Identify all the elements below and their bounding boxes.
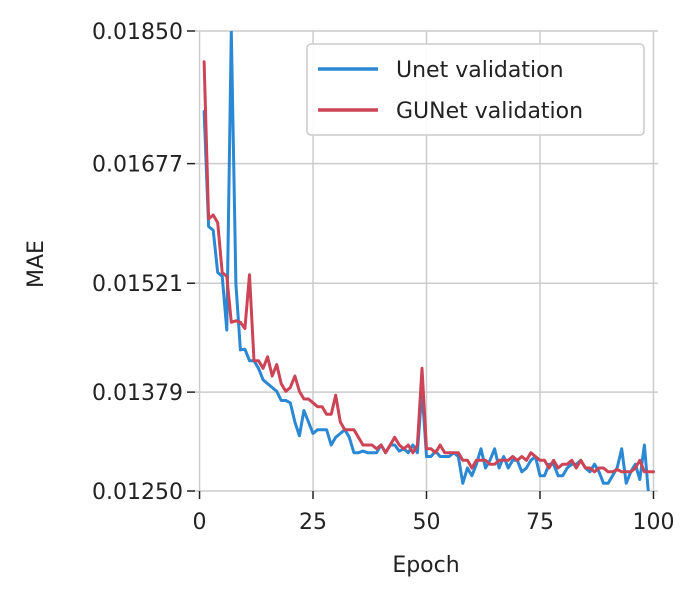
y-tick-label: 0.01850 (92, 20, 183, 45)
x-tick-label: 50 (413, 510, 441, 535)
y-tick-label: 0.01379 (92, 381, 183, 406)
legend-label-gunet: GUNet validation (396, 99, 583, 124)
y-tick-label: 0.01521 (92, 272, 183, 297)
legend: Unet validation GUNet validation (306, 43, 645, 136)
y-tick-label: 0.01250 (92, 480, 183, 505)
x-tick-label: 75 (526, 510, 554, 535)
x-axis-title: Epoch (392, 553, 459, 578)
tick-labels: 0.01250 0.01379 0.01521 0.01677 0.01850 0 25 50… (92, 20, 674, 535)
x-tick-label: 0 (193, 510, 207, 535)
legend-box (306, 43, 645, 136)
legend-label-unet: Unet validation (396, 58, 564, 83)
series-lines (202, 31, 655, 491)
x-tick-label: 25 (299, 510, 327, 535)
y-tick-label: 0.01677 (92, 153, 183, 178)
series-line-gunet (202, 60, 655, 474)
x-tick-label: 100 (632, 510, 674, 535)
y-axis-title: MAE (24, 240, 49, 288)
